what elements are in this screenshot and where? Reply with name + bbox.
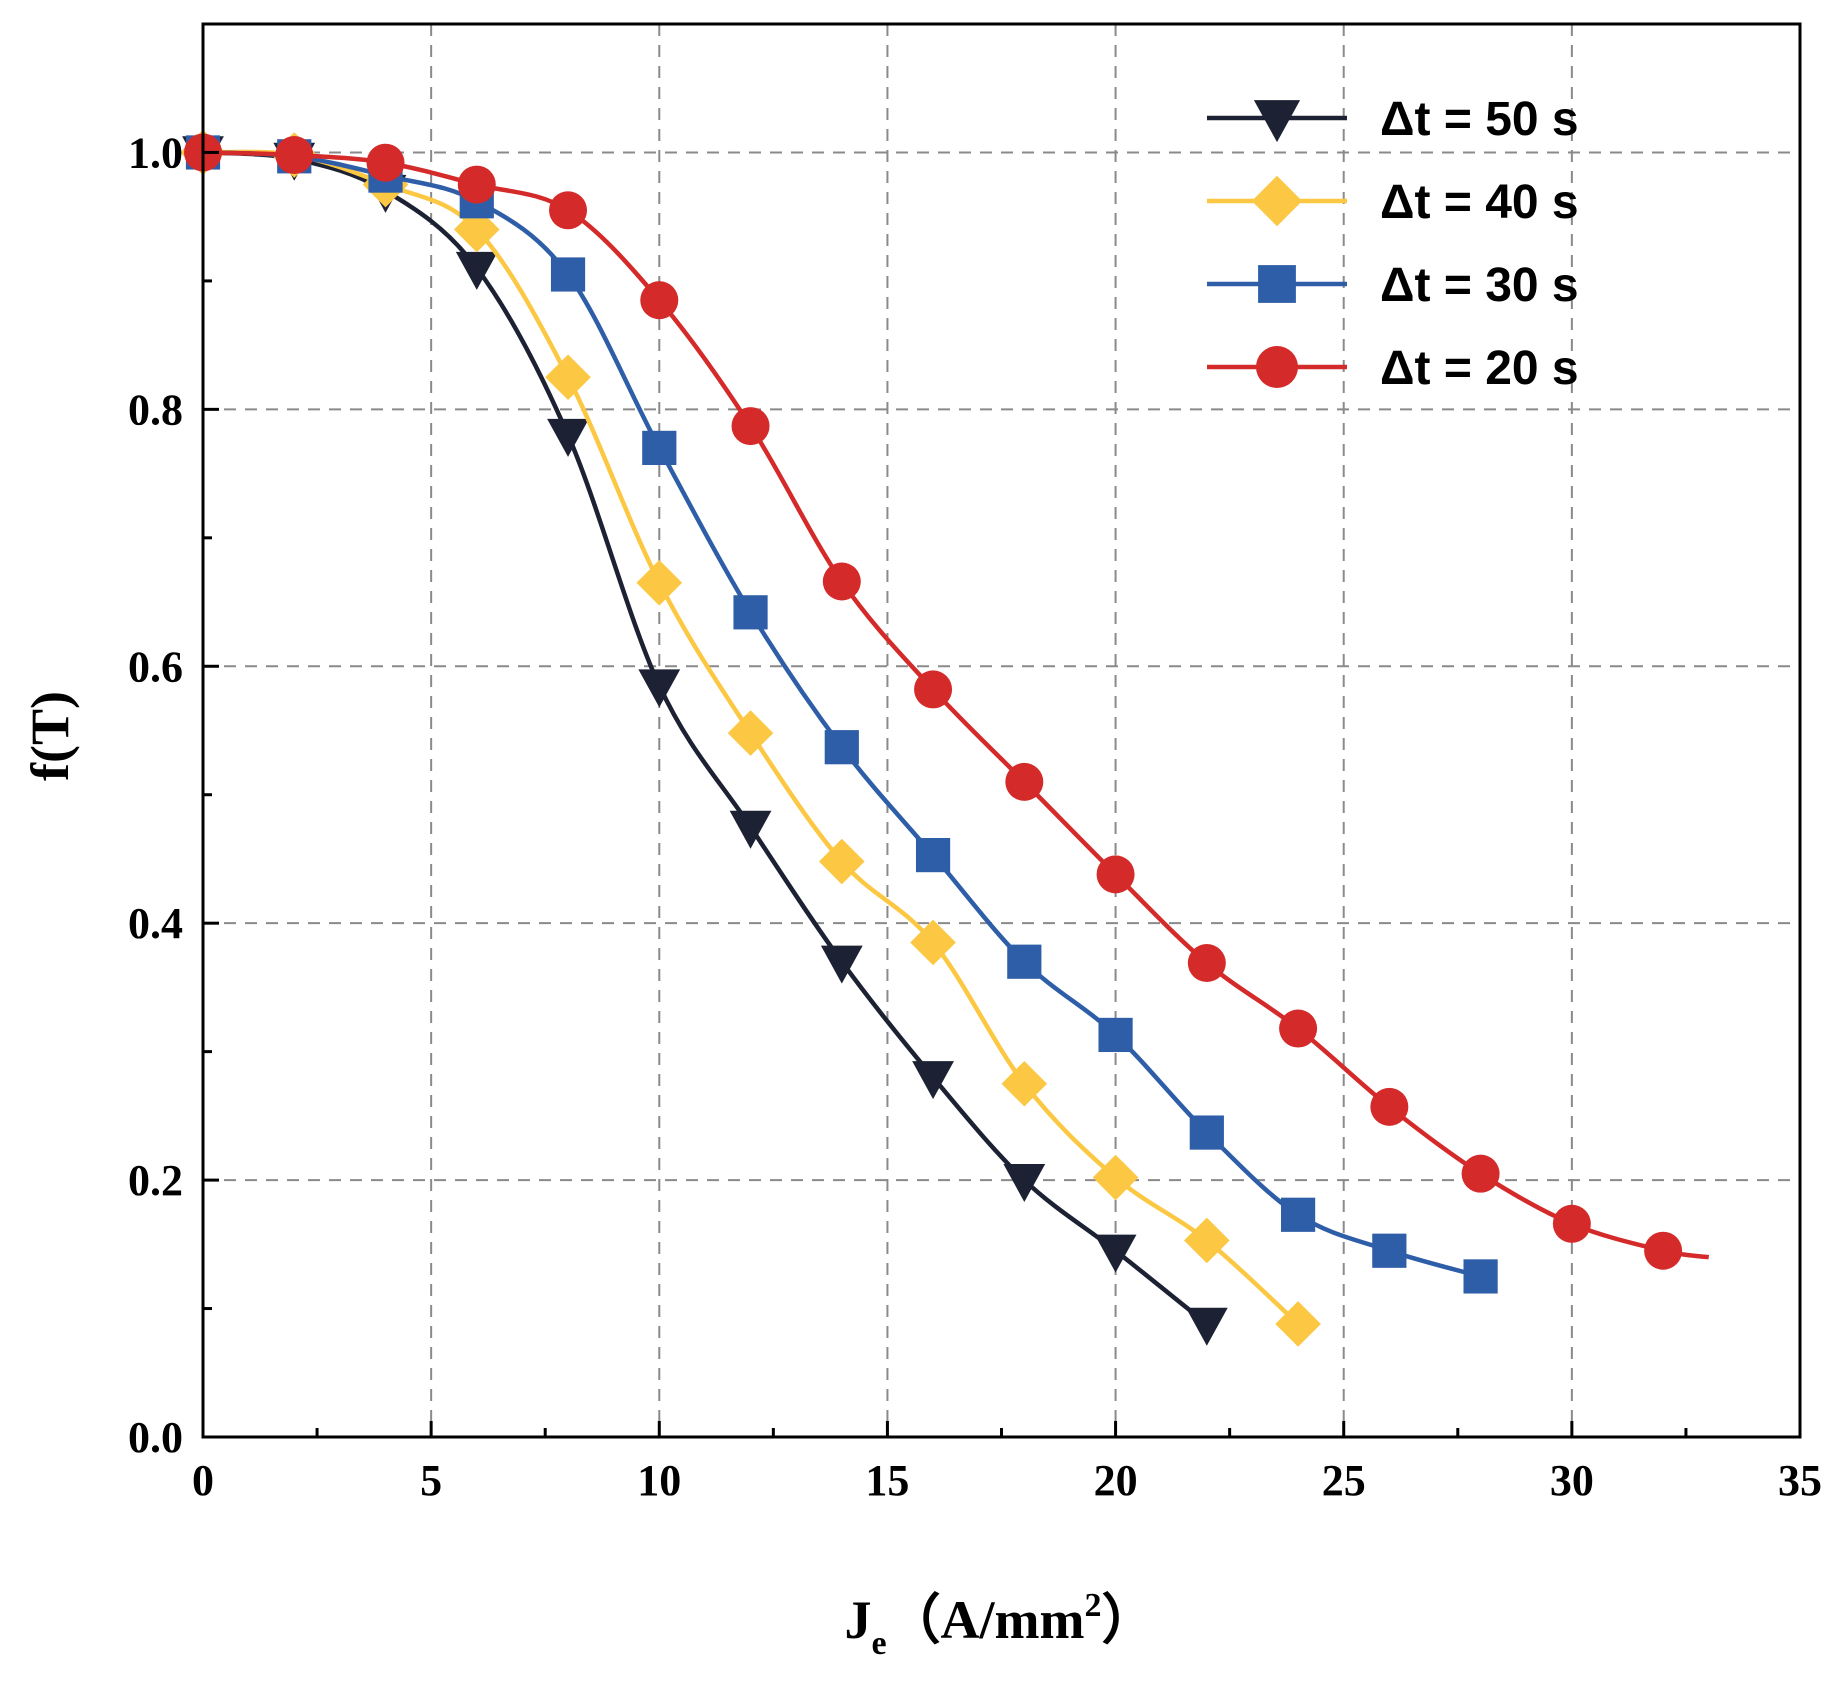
data-point [727,710,774,756]
x-tick-label: 10 [637,1456,681,1505]
data-point [638,669,681,708]
x-tick-label: 20 [1094,1456,1138,1505]
legend-marker [1253,100,1301,143]
data-point [820,945,863,984]
data-point [1370,1087,1409,1126]
data-point [819,838,865,885]
series-layer [180,129,1710,1347]
data-point [729,810,772,849]
y-tick-label: 0.8 [128,385,183,434]
data-point [1094,1234,1137,1273]
data-point [1644,1231,1683,1270]
series-line [202,150,1209,1326]
series-4 [184,133,1710,1270]
series-3 [185,135,1498,1294]
data-point [636,559,683,606]
y-tick-label: 0.0 [128,1413,183,1462]
grid [203,24,1800,1437]
data-point [1096,855,1135,894]
x-axis-title-sup: 2 [1085,1587,1102,1624]
y-tick-label: 1.0 [128,128,183,177]
legend-label: Δt = 30 s [1380,259,1579,312]
data-point [275,136,314,175]
legend-item: Δt = 30 s [1207,259,1579,312]
data-point [1005,762,1044,801]
series-line [202,150,1482,1279]
data-point [824,730,859,765]
data-point [912,1061,954,1100]
x-axis-title-unit: （A/mm [887,1590,1085,1650]
data-point [640,281,679,320]
data-point [455,251,498,290]
data-point [1280,1197,1316,1232]
legend-label: Δt = 20 s [1380,342,1579,395]
data-point [1189,1115,1224,1150]
data-point [731,407,770,446]
data-point [1372,1233,1407,1268]
data-point [1463,1259,1498,1294]
data-point [457,165,496,204]
legend: Δt = 50 s Δt = 40 s Δt = 30 s Δt = 20 s [1207,93,1579,395]
y-tick-label: 0.2 [128,1156,183,1205]
data-point [549,191,588,230]
x-tick-label: 30 [1550,1456,1594,1505]
data-point [1003,1163,1046,1202]
x-tick-label: 35 [1778,1456,1822,1505]
legend-marker [1251,175,1303,227]
data-point [1092,1154,1139,1201]
data-point [550,257,586,292]
data-point [547,418,589,457]
legend-item: Δt = 40 s [1207,175,1579,229]
data-point [1007,944,1042,979]
data-point [1187,944,1226,983]
series-line [202,150,1710,1260]
data-point [545,354,591,401]
data-point [1001,1060,1048,1107]
y-axis-title: f(T) [20,691,80,781]
legend-marker [1258,265,1296,303]
data-point [910,919,956,966]
x-tick-label: 0 [192,1456,214,1505]
x-tick-label: 25 [1322,1456,1366,1505]
legend-label: Δt = 50 s [1380,93,1579,146]
data-point [915,838,951,873]
data-point [1185,1307,1228,1346]
y-tick-label: 0.4 [128,899,183,948]
data-point [642,430,677,465]
legend-label: Δt = 40 s [1380,176,1579,229]
data-point [733,595,768,630]
x-tick-label: 15 [865,1456,909,1505]
x-axis-title-main: J [844,1590,871,1650]
data-point [1275,1301,1321,1347]
y-tick-label: 0.6 [128,642,183,691]
ticks: 0 5 10 15 20 25 30 35 0.0 0.2 0.4 0.6 0.8 1.0 [128,22,1822,1505]
legend-item: Δt = 20 s [1207,342,1579,395]
data-point [1098,1017,1133,1053]
x-tick-label: 5 [420,1456,442,1505]
data-point [822,562,861,601]
legend-item: Δt = 50 s [1207,93,1579,146]
data-point [1279,1009,1318,1048]
data-point [1184,1217,1230,1264]
x-axis-title: Je（A/mm2） [844,1587,1155,1662]
data-point [1552,1204,1591,1243]
x-axis-title-close: ） [1102,1590,1156,1650]
data-point [366,143,405,182]
series-2 [180,129,1321,1347]
x-axis-title-sub: e [871,1625,886,1662]
series-1 [182,136,1228,1346]
data-point [1461,1154,1500,1193]
data-point [914,670,953,709]
legend-marker [1256,346,1298,388]
